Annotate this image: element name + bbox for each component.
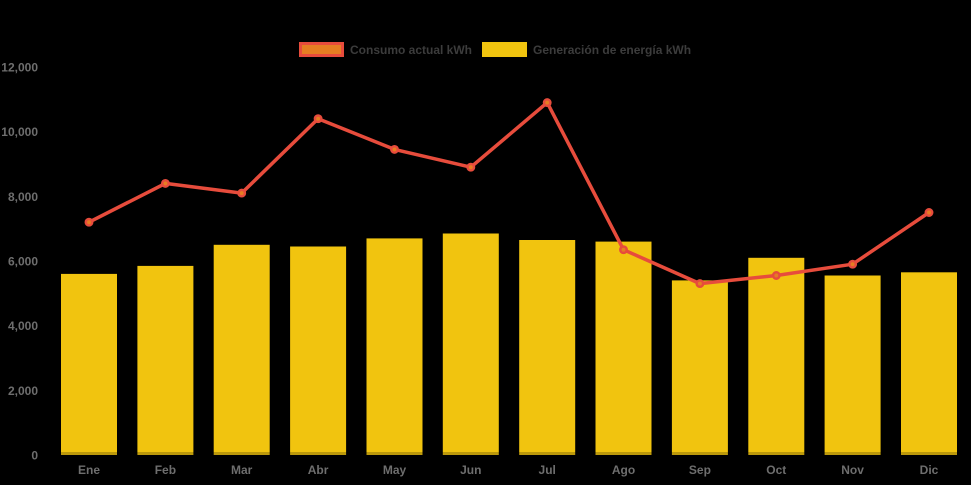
bar-ene[interactable] [61, 273, 117, 455]
point-mar[interactable] [237, 188, 247, 198]
legend-label-consumo: Consumo actual kWh [350, 42, 473, 57]
x-axis-label-dic: Dic [920, 463, 939, 477]
y-axis-label-12,000: 12,000 [1, 61, 38, 75]
point-ago[interactable] [619, 245, 628, 255]
bar-dic[interactable] [901, 272, 957, 455]
bar-oct[interactable] [748, 257, 805, 455]
point-may[interactable] [390, 144, 399, 154]
x-axis-label-ago: Ago [612, 463, 635, 477]
y-axis-label-6,000: 6,000 [8, 255, 38, 269]
point-abr[interactable] [313, 114, 323, 124]
consumo-line [87, 100, 931, 286]
bar-jun[interactable] [442, 233, 499, 456]
legend-label-generacion: Generación de energía kWh [533, 42, 692, 57]
x-axis-label-may: May [383, 463, 407, 477]
consumo-swatch-icon [299, 42, 344, 57]
x-axis-label-jul: Jul [539, 463, 556, 477]
bar-mar[interactable] [213, 244, 270, 455]
bar-nov[interactable] [824, 275, 881, 456]
y-axis-label-0: 0 [31, 449, 38, 463]
y-axis-label-2,000: 2,000 [8, 384, 38, 398]
x-axis-label-feb: Feb [155, 463, 176, 477]
bar-abr[interactable] [290, 246, 347, 456]
x-axis-label-abr: Abr [308, 463, 329, 477]
y-axis-label-10,000: 10,000 [1, 125, 38, 139]
point-oct[interactable] [771, 271, 781, 280]
x-axis-label-sep: Sep [689, 463, 711, 477]
bar-jul[interactable] [519, 240, 576, 455]
point-jul[interactable] [542, 98, 552, 108]
bar-sep[interactable] [671, 280, 728, 455]
point-dic[interactable] [924, 208, 934, 217]
point-sep[interactable] [695, 279, 705, 289]
point-feb[interactable] [160, 178, 170, 188]
point-jun[interactable] [466, 162, 476, 172]
generacion-swatch-icon [482, 42, 528, 57]
point-ene[interactable] [84, 217, 94, 227]
y-axis-label-8,000: 8,000 [8, 190, 38, 204]
bar-ago[interactable] [595, 241, 652, 455]
bar-feb[interactable] [137, 265, 194, 455]
legend-item-consumo[interactable]: Consumo actual kWh [299, 42, 472, 57]
x-axis-label-nov: Nov [841, 463, 864, 477]
x-axis-label-jun: Jun [460, 463, 481, 477]
x-axis-label-oct: Oct [766, 463, 786, 477]
x-axis-label-ene: Ene [78, 463, 100, 477]
x-axis-label-mar: Mar [231, 463, 253, 477]
point-nov[interactable] [848, 259, 858, 269]
bar-may[interactable] [366, 238, 423, 455]
legend-item-generacion[interactable]: Generación de energía kWh [482, 42, 691, 57]
chart-legend: Consumo actual kWh Generación de energía… [299, 42, 691, 57]
y-axis-label-4,000: 4,000 [8, 319, 38, 333]
